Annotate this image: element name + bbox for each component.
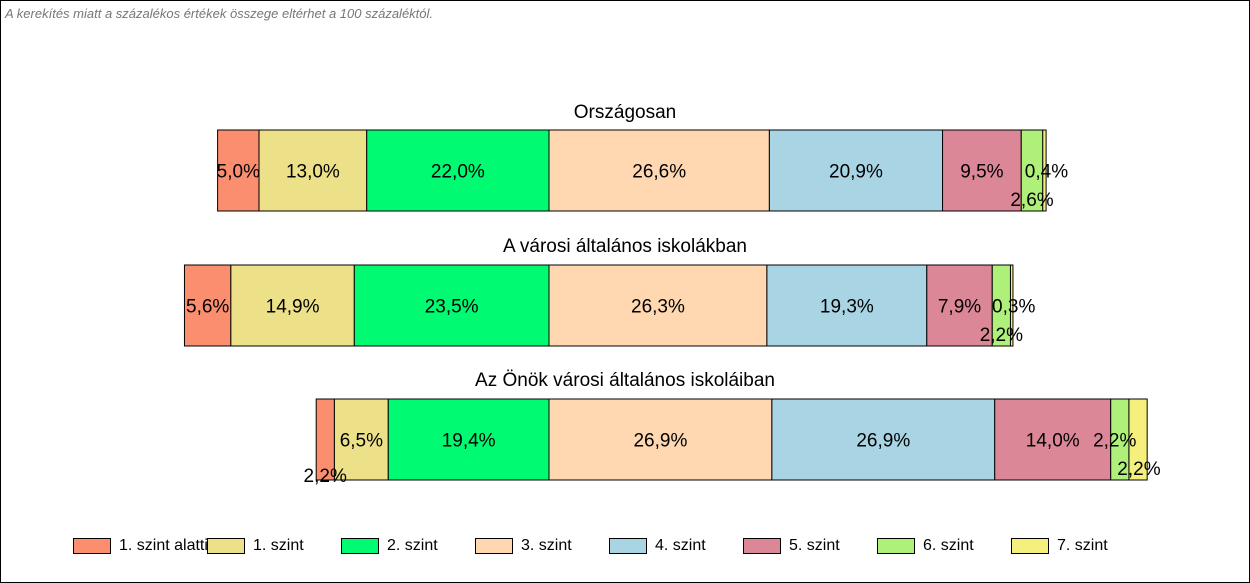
- bar-group-title: A városi általános iskolákban: [503, 236, 747, 257]
- bar-segment: [183, 264, 232, 347]
- data-label: 7,9%: [938, 297, 981, 318]
- data-label: 5,0%: [217, 162, 260, 183]
- legend-item: 5. szint: [743, 537, 840, 555]
- legend-label: 5. szint: [789, 537, 840, 554]
- bar-segment: [766, 264, 928, 347]
- legend-item: 2. szint: [341, 537, 438, 555]
- data-label: 0,4%: [1025, 162, 1068, 183]
- bar-segment: [353, 264, 550, 347]
- legend-label: 2. szint: [387, 537, 438, 554]
- legend-swatch: [743, 538, 781, 554]
- bar-segment: [548, 264, 768, 347]
- bar-group-title: Az Önök városi általános iskoláiban: [475, 370, 775, 391]
- data-label: 26,3%: [631, 297, 685, 318]
- data-label: 22,0%: [431, 162, 485, 183]
- data-label: 2,2%: [1117, 459, 1160, 480]
- data-label: 2,2%: [304, 466, 347, 487]
- legend-item: 1. szint: [207, 537, 304, 555]
- data-label: 13,0%: [286, 162, 340, 183]
- data-label: 2,2%: [980, 325, 1023, 346]
- legend-swatch: [1011, 538, 1049, 554]
- data-label: 2,2%: [1093, 431, 1136, 452]
- legend-item: 3. szint: [475, 537, 572, 555]
- rounding-note: A kerekítés miatt a százalékos értékek ö…: [5, 6, 434, 21]
- data-label: 14,0%: [1026, 431, 1080, 452]
- legend-swatch: [73, 538, 111, 554]
- data-label: 26,9%: [856, 431, 910, 452]
- bar-segment: [771, 398, 996, 481]
- legend-swatch: [341, 538, 379, 554]
- data-label: 19,4%: [442, 431, 496, 452]
- legend-swatch: [207, 538, 245, 554]
- data-label: 0,3%: [992, 297, 1035, 318]
- data-label: 26,9%: [633, 431, 687, 452]
- legend-label: 1. szint: [253, 537, 304, 554]
- data-label: 6,5%: [340, 431, 383, 452]
- legend-label: 3. szint: [521, 537, 572, 554]
- legend-label: 1. szint alatti: [119, 537, 208, 554]
- bar-segment: [768, 129, 944, 212]
- legend-label: 6. szint: [923, 537, 974, 554]
- bar-segment: [926, 264, 993, 347]
- bar-segment: [387, 398, 550, 481]
- legend-item: 7. szint: [1011, 537, 1108, 555]
- legend-swatch: [877, 538, 915, 554]
- bar-segment: [548, 398, 773, 481]
- bar-segment: [942, 129, 1022, 212]
- bar-segment: [548, 129, 770, 212]
- bar-segment: [1042, 129, 1047, 212]
- legend-item: 6. szint: [877, 537, 974, 555]
- bar-segment: [230, 264, 355, 347]
- bar-segment: [258, 129, 368, 212]
- legend-label: 4. szint: [655, 537, 706, 554]
- data-label: 9,5%: [960, 162, 1003, 183]
- legend: 1. szint alatti 1. szint 2. szint 3. szint 4…: [73, 537, 1183, 557]
- data-label: 23,5%: [425, 297, 479, 318]
- legend-swatch: [475, 538, 513, 554]
- legend-swatch: [609, 538, 647, 554]
- bar-group-title: Országosan: [574, 102, 676, 123]
- data-label: 20,9%: [829, 162, 883, 183]
- data-label: 26,6%: [632, 162, 686, 183]
- legend-item: 1. szint alatti: [73, 537, 208, 555]
- data-label: 5,6%: [186, 297, 229, 318]
- bar-segment: [1009, 264, 1014, 347]
- legend-item: 4. szint: [609, 537, 706, 555]
- data-label: 19,3%: [820, 297, 874, 318]
- bar-segment: [1128, 398, 1148, 481]
- stacked-bar-chart: Országosan 5,0% 13,0% 22,0% 26,6% 20,9% 9,5% 2,…: [183, 102, 1161, 487]
- data-label: 14,9%: [266, 297, 320, 318]
- bar-segment: [994, 398, 1112, 481]
- legend-label: 7. szint: [1057, 537, 1108, 554]
- data-label: 2,6%: [1010, 190, 1053, 211]
- bar-segment: [333, 398, 389, 481]
